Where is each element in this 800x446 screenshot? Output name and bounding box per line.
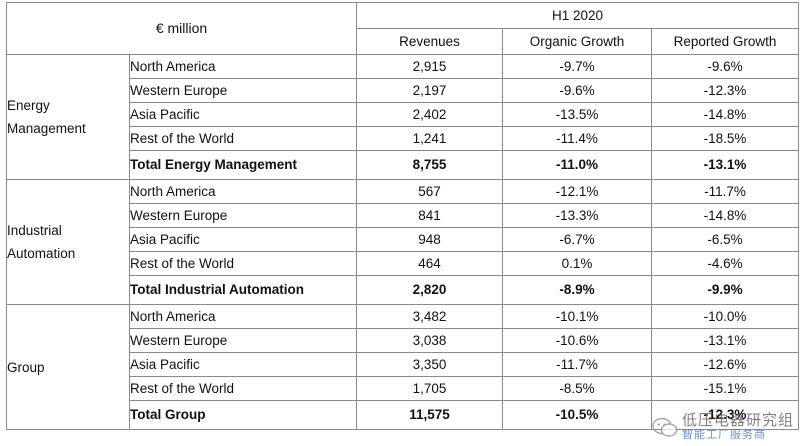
watermark-subtitle: 智能工厂服务商 xyxy=(681,429,766,441)
revenue-table: € million H1 2020 Revenues Organic Growt… xyxy=(5,2,800,430)
total-row: Total Group 11,575 -10.5% -12.3% xyxy=(7,400,800,430)
table-row: Western Europe 2,197 -9.6% -12.3% xyxy=(7,78,800,103)
reported-growth-cell: -15.1% xyxy=(651,376,800,401)
revenues-cell: 1,241 xyxy=(356,126,504,151)
column-header-reported-growth: Reported Growth xyxy=(651,28,800,55)
reported-growth-cell: -12.6% xyxy=(651,352,800,377)
reported-growth-cell: -14.8% xyxy=(651,203,800,228)
revenues-cell: 464 xyxy=(356,251,504,276)
revenues-cell: 841 xyxy=(356,203,504,228)
column-header-organic-growth: Organic Growth xyxy=(502,28,653,55)
total-organic-growth-cell: -10.5% xyxy=(502,400,653,430)
reported-growth-cell: -10.0% xyxy=(651,304,800,329)
reported-growth-cell: -18.5% xyxy=(651,126,800,151)
region-cell: Western Europe xyxy=(128,203,358,228)
table-row: Asia Pacific 2,402 -13.5% -14.8% xyxy=(7,102,800,127)
organic-growth-cell: -11.7% xyxy=(502,352,653,377)
region-cell: Rest of the World xyxy=(128,251,358,276)
revenues-cell: 3,482 xyxy=(356,304,504,329)
reported-growth-cell: -14.8% xyxy=(651,102,800,127)
total-reported-growth-cell: -13.1% xyxy=(651,150,800,180)
table-row: Rest of the World 1,705 -8.5% -15.1% xyxy=(7,376,800,401)
table-row: Energy Management North America 2,915 -9.7%… xyxy=(6,54,800,180)
region-cell: Western Europe xyxy=(128,78,358,103)
organic-growth-cell: -13.5% xyxy=(502,102,653,127)
revenues-cell: 3,350 xyxy=(356,352,504,377)
revenues-cell: 3,038 xyxy=(356,328,504,353)
segment-label: Group xyxy=(6,304,130,430)
organic-growth-cell: -9.7% xyxy=(502,54,653,79)
region-cell: Western Europe xyxy=(128,328,358,353)
revenues-cell: 567 xyxy=(356,179,504,204)
total-revenues-cell: 11,575 xyxy=(356,400,504,430)
total-label-cell: Total Energy Management xyxy=(128,150,358,180)
segment-label: Energy Management xyxy=(6,54,130,180)
total-reported-growth-cell: -9.9% xyxy=(651,275,800,305)
segment-label: Industrial Automation xyxy=(6,179,130,305)
reported-growth-cell: -9.6% xyxy=(651,54,800,79)
reported-growth-cell: -13.1% xyxy=(651,328,800,353)
region-cell: Asia Pacific xyxy=(128,102,358,127)
period-header: H1 2020 xyxy=(356,2,800,29)
region-cell: Rest of the World xyxy=(128,376,358,401)
region-cell: North America xyxy=(128,304,358,329)
revenues-cell: 2,402 xyxy=(356,102,504,127)
reported-growth-cell: -11.7% xyxy=(651,179,800,204)
revenues-cell: 948 xyxy=(356,227,504,252)
total-row: Total Energy Management 8,755 -11.0% -13.1% xyxy=(7,150,800,180)
total-revenues-cell: 8,755 xyxy=(356,150,504,180)
organic-growth-cell: -8.5% xyxy=(502,376,653,401)
total-label-cell: Total Industrial Automation xyxy=(128,275,358,305)
organic-growth-cell: -9.6% xyxy=(502,78,653,103)
organic-growth-cell: -13.3% xyxy=(502,203,653,228)
organic-growth-cell: -12.1% xyxy=(502,179,653,204)
column-header-revenues: Revenues xyxy=(356,28,504,55)
region-cell: Asia Pacific xyxy=(128,352,358,377)
reported-growth-cell: -12.3% xyxy=(651,78,800,103)
organic-growth-cell: -6.7% xyxy=(502,227,653,252)
revenues-cell: 2,915 xyxy=(356,54,504,79)
reported-growth-cell: -4.6% xyxy=(651,251,800,276)
region-cell: North America xyxy=(128,179,358,204)
region-cell: Asia Pacific xyxy=(128,227,358,252)
revenues-cell: 1,705 xyxy=(356,376,504,401)
total-label-cell: Total Group xyxy=(128,400,358,430)
reported-growth-cell: -6.5% xyxy=(651,227,800,252)
total-row: Total Industrial Automation 2,820 -8.9% -9.… xyxy=(7,275,800,305)
unit-header: € million xyxy=(5,2,358,55)
total-organic-growth-cell: -11.0% xyxy=(502,150,653,180)
organic-growth-cell: -10.1% xyxy=(502,304,653,329)
region-cell: Rest of the World xyxy=(128,126,358,151)
organic-growth-cell: -10.6% xyxy=(502,328,653,353)
revenues-cell: 2,197 xyxy=(356,78,504,103)
table-row: Western Europe 841 -13.3% -14.8% xyxy=(7,203,800,228)
table-row: Rest of the World 464 0.1% -4.6% xyxy=(7,251,800,276)
table-row: Asia Pacific 948 -6.7% -6.5% xyxy=(7,227,800,252)
organic-growth-cell: 0.1% xyxy=(502,251,653,276)
total-revenues-cell: 2,820 xyxy=(356,275,504,305)
region-cell: North America xyxy=(128,54,358,79)
total-reported-growth-cell: -12.3% xyxy=(651,400,800,430)
table-row: Group North America 3,482 -10.1% -10.0% xyxy=(6,304,800,430)
total-organic-growth-cell: -8.9% xyxy=(502,275,653,305)
table-row: Rest of the World 1,241 -11.4% -18.5% xyxy=(7,126,800,151)
table-row: Industrial Automation North America 567 -12… xyxy=(6,179,800,305)
organic-growth-cell: -11.4% xyxy=(502,126,653,151)
